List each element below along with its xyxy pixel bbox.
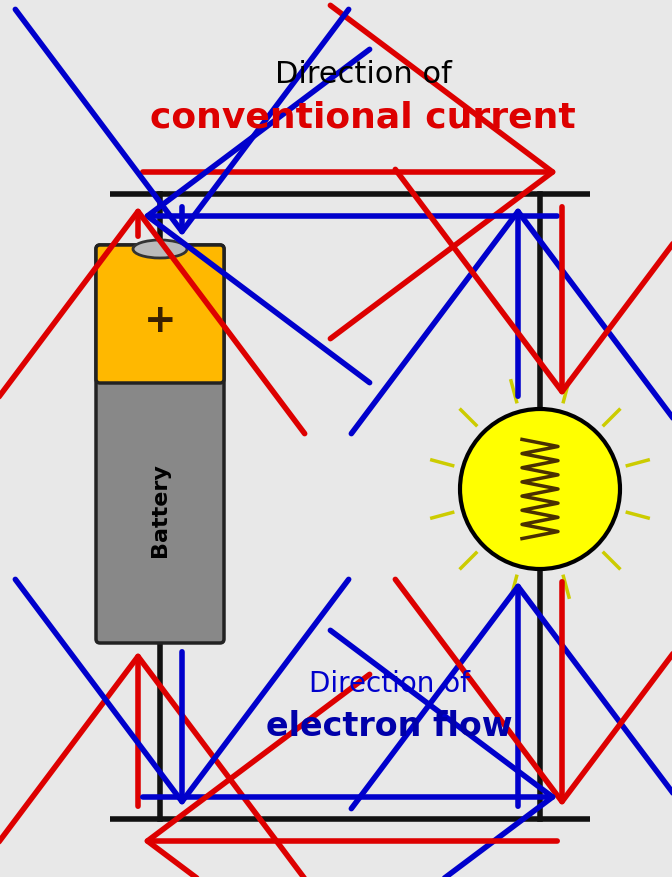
Text: Direction of: Direction of	[309, 669, 470, 697]
Text: Battery: Battery	[150, 462, 170, 556]
FancyBboxPatch shape	[96, 246, 224, 383]
Text: electron flow: electron flow	[266, 709, 513, 742]
Ellipse shape	[133, 240, 187, 259]
Text: Direction of: Direction of	[274, 60, 452, 89]
FancyBboxPatch shape	[96, 246, 224, 643]
Circle shape	[460, 410, 620, 569]
Text: +: +	[144, 303, 176, 340]
Text: conventional current: conventional current	[150, 100, 576, 134]
